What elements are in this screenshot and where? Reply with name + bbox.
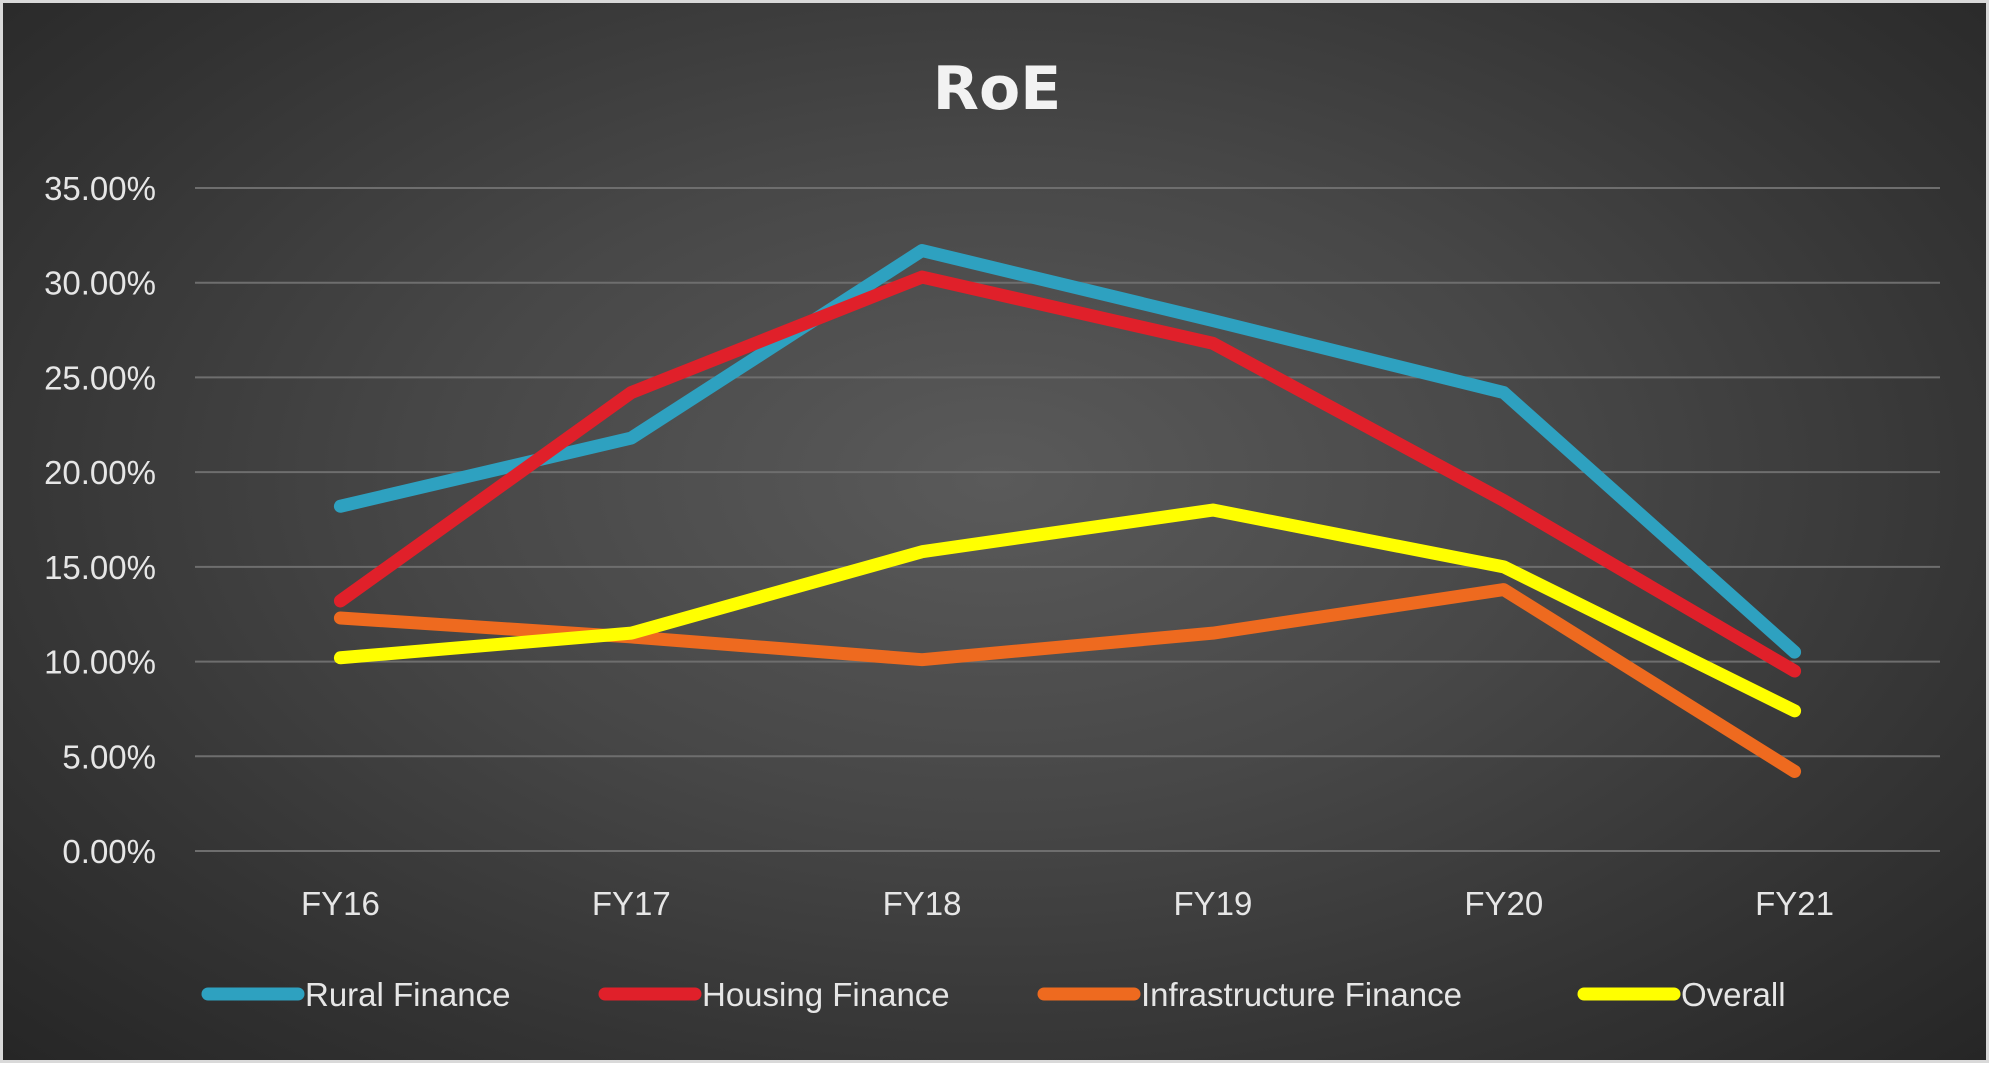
data-point <box>630 437 632 439</box>
x-tick-label: FY18 <box>883 885 962 922</box>
y-tick-label: 25.00% <box>44 359 156 396</box>
x-tick-label: FY20 <box>1464 885 1543 922</box>
series-infrastructure-finance <box>333 583 1802 778</box>
y-tick-label: 15.00% <box>44 549 156 586</box>
data-point <box>630 632 632 634</box>
y-tick-label: 35.00% <box>44 170 156 207</box>
data-point <box>1212 632 1214 634</box>
data-point <box>921 276 923 278</box>
data-point <box>339 600 341 602</box>
data-point <box>921 551 923 553</box>
data-point <box>1503 589 1505 591</box>
data-point <box>1794 651 1796 653</box>
legend-item[interactable]: Rural Finance <box>201 976 510 1013</box>
legend-label: Overall <box>1681 976 1786 1013</box>
series-line <box>333 244 1802 659</box>
legend-item[interactable]: Housing Finance <box>598 976 950 1013</box>
y-tick-label: 30.00% <box>44 265 156 302</box>
y-tick-label: 10.00% <box>44 644 156 681</box>
x-tick-label: FY21 <box>1755 885 1834 922</box>
data-point <box>1212 342 1214 344</box>
data-point <box>1794 710 1796 712</box>
data-point <box>921 659 923 661</box>
legend-item[interactable]: Infrastructure Finance <box>1037 976 1462 1013</box>
x-tick-label: FY17 <box>592 885 671 922</box>
series-line <box>333 503 1802 718</box>
series-housing-finance <box>333 270 1802 678</box>
legend-item[interactable]: Overall <box>1577 976 1786 1013</box>
x-tick-label: FY19 <box>1173 885 1252 922</box>
data-point <box>339 617 341 619</box>
data-point <box>1503 566 1505 568</box>
x-tick-label: FY16 <box>301 885 380 922</box>
legend[interactable]: Rural Finance Housing Finance Infrastructu… <box>201 976 1786 1013</box>
data-point <box>1794 670 1796 672</box>
chart-title: RoE <box>933 54 1061 124</box>
series-line <box>333 583 1802 778</box>
x-axis: FY16 FY17 FY18 FY19 FY20 FY21 <box>301 885 1834 922</box>
y-tick-label: 5.00% <box>62 738 156 775</box>
data-point <box>339 657 341 659</box>
legend-label: Infrastructure Finance <box>1141 976 1462 1013</box>
data-point <box>1503 392 1505 394</box>
data-point <box>1503 500 1505 502</box>
series-rural-finance <box>333 244 1802 659</box>
series-lines <box>333 244 1802 778</box>
legend-label: Housing Finance <box>702 976 950 1013</box>
data-point <box>630 392 632 394</box>
series-overall <box>333 503 1802 718</box>
y-tick-label: 0.00% <box>62 833 156 870</box>
data-point <box>921 250 923 252</box>
data-point <box>339 505 341 507</box>
legend-label: Rural Finance <box>305 976 510 1013</box>
y-axis: 0.00% 5.00% 10.00% 15.00% 20.00% 25.00% 30.00%… <box>44 170 156 870</box>
y-tick-label: 20.00% <box>44 454 156 491</box>
data-point <box>1212 509 1214 511</box>
data-point <box>1794 770 1796 772</box>
line-chart: RoE 0.00% 5.00% 10.00% 15.00% 20.00% 25.00% 30… <box>44 54 1940 1013</box>
series-line <box>333 270 1802 678</box>
data-point <box>1212 320 1214 322</box>
